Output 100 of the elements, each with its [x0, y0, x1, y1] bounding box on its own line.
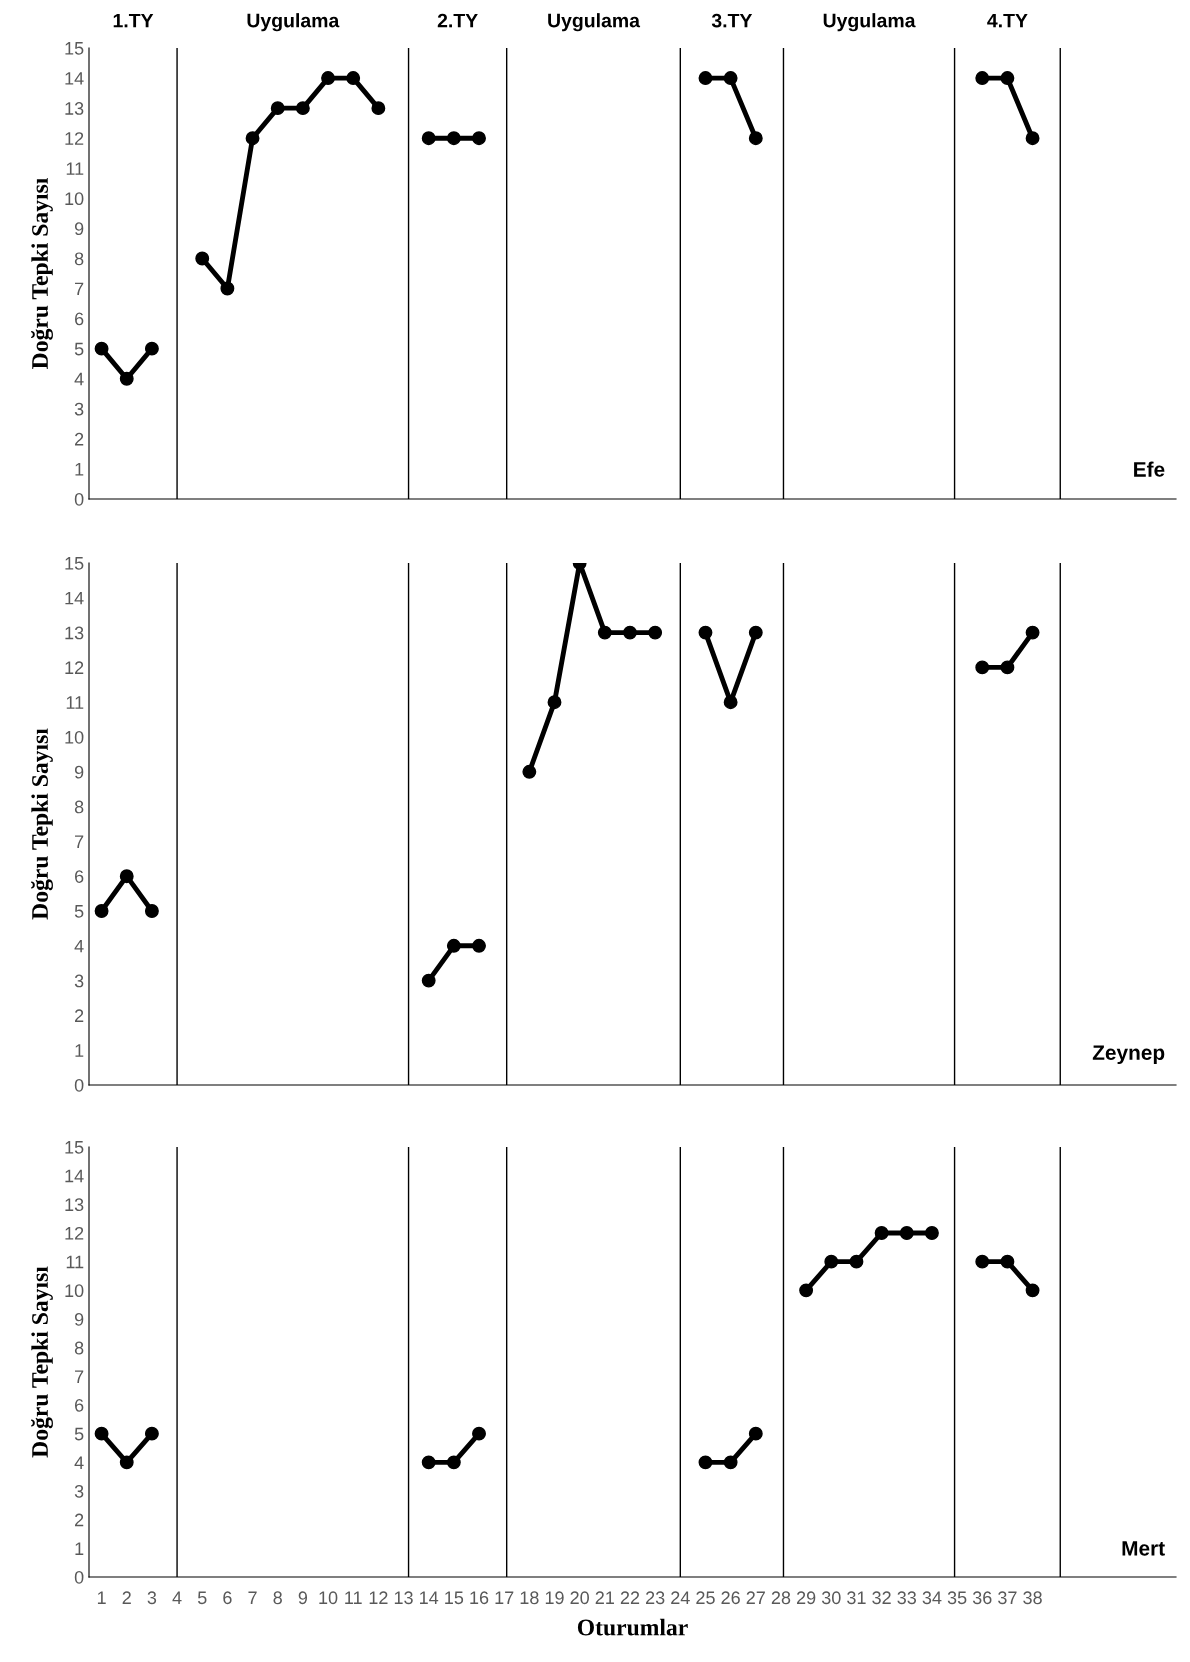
point: [119, 1455, 134, 1470]
point: [899, 1226, 914, 1240]
y-tick-label: 1: [75, 463, 84, 476]
y-tick-label: 9: [74, 222, 84, 236]
y-tick-label: 3: [74, 1484, 84, 1498]
y-tick-label: 0: [74, 1078, 84, 1092]
point: [874, 1226, 889, 1240]
point: [723, 695, 738, 710]
point: [1000, 1254, 1015, 1269]
point: [1025, 131, 1040, 146]
point: [421, 1455, 436, 1470]
point: [698, 625, 713, 640]
y-tick-label: 10: [65, 192, 84, 206]
x-tick-label: 19: [545, 1591, 564, 1605]
point: [748, 1426, 763, 1441]
point: [472, 938, 486, 953]
annotation: Mert: [1122, 1541, 1165, 1556]
text: 1.TY: [113, 13, 154, 28]
x-tick-label: 1: [97, 1591, 106, 1604]
point: [144, 1426, 159, 1441]
y-tick-label: 1: [75, 1044, 84, 1057]
y-tick-label: 10: [65, 1284, 84, 1298]
y-tick-label: 9: [74, 1312, 84, 1326]
y-tick-label: 6: [75, 312, 84, 326]
y-tick-label: 3: [74, 402, 84, 416]
x-tick-label: 14: [420, 1591, 439, 1604]
text: 3.TY: [711, 13, 753, 28]
x-tick-label: 23: [646, 1591, 665, 1605]
point: [824, 1254, 839, 1269]
y-tick-label: 0: [74, 1570, 84, 1584]
y-tick-label: 5: [74, 342, 84, 356]
y-tick-label: 1: [75, 1542, 84, 1555]
point: [698, 1455, 713, 1470]
y-tick-label: 10: [65, 730, 84, 744]
point: [446, 131, 461, 146]
y-tick-label: 15: [65, 1141, 84, 1154]
y-tick-label: 13: [65, 626, 84, 640]
x-tick-label: 25: [696, 1591, 715, 1605]
y-tick-label: 6: [75, 1398, 84, 1412]
text: Uygulama: [247, 13, 340, 32]
y-tick-label: 11: [66, 1255, 84, 1269]
point: [648, 625, 663, 640]
point: [270, 101, 285, 116]
point: [119, 371, 134, 386]
x-tick-label: 34: [922, 1591, 942, 1605]
text: 2.TY: [437, 13, 478, 28]
point: [119, 869, 134, 884]
y-tick-label: 11: [66, 696, 84, 709]
x-tick-label: 33: [897, 1591, 917, 1605]
point: [748, 625, 763, 640]
x-tick-label: 26: [721, 1591, 740, 1605]
point: [623, 625, 637, 640]
x-tick-label: 11: [345, 1591, 362, 1604]
y-tick-label: 13: [65, 1198, 84, 1212]
annotation: Zeynep: [1092, 1045, 1165, 1065]
y-tick-label: 2: [75, 432, 84, 446]
point: [1000, 71, 1015, 86]
text: Uygulama: [823, 13, 916, 32]
x-tick-label: 8: [273, 1591, 282, 1605]
text: 4.TY: [987, 13, 1028, 28]
x-tick-label: 37: [998, 1591, 1017, 1605]
y-tick-label: 8: [74, 1341, 84, 1355]
point: [371, 101, 386, 116]
point: [975, 660, 990, 675]
y-tick-label: 8: [74, 252, 84, 266]
x-tick-label: 28: [771, 1591, 791, 1605]
x-tick-label: 6: [223, 1591, 232, 1605]
y-tick-label: 7: [75, 1370, 84, 1383]
x-tick-label: 21: [595, 1591, 614, 1604]
x-tick-label: 3: [147, 1591, 157, 1605]
y-tick-label: 12: [65, 661, 84, 674]
y-tick-label: 4: [74, 939, 84, 953]
x-tick-label: 24: [671, 1591, 690, 1604]
y-axis-title: Doğru Tepki Sayısı: [31, 1266, 53, 1458]
x-tick-label: 17: [495, 1591, 514, 1604]
point: [94, 341, 109, 356]
point: [1000, 660, 1015, 675]
x-tick-label: 32: [872, 1591, 891, 1605]
x-tick-label: 9: [298, 1591, 308, 1605]
x-tick-label: 30: [821, 1591, 841, 1605]
y-tick-label: 2: [75, 1009, 84, 1022]
y-tick-label: 12: [65, 1226, 84, 1240]
x-tick-label: 38: [1023, 1591, 1042, 1605]
x-tick-label: 15: [445, 1591, 464, 1605]
y-tick-label: 7: [75, 835, 84, 848]
point: [924, 1226, 939, 1240]
y-tick-label: 11: [66, 162, 84, 175]
x-tick-label: 20: [570, 1591, 589, 1605]
point: [421, 973, 436, 988]
y-tick-label: 9: [74, 765, 84, 779]
point: [346, 71, 361, 86]
x-tick-label: 31: [847, 1591, 866, 1605]
point: [723, 1455, 738, 1470]
point: [421, 131, 436, 146]
x-tick-label: 27: [746, 1591, 765, 1604]
y-tick-label: 5: [74, 905, 84, 918]
x-tick-label: 12: [369, 1591, 388, 1604]
point: [472, 131, 486, 146]
y-tick-label: 6: [75, 870, 84, 883]
y-tick-label: 5: [74, 1427, 84, 1441]
